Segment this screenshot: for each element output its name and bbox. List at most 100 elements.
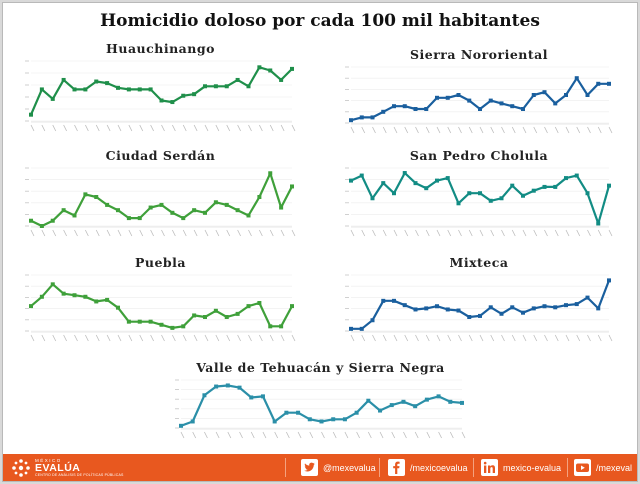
x-tick — [52, 334, 57, 342]
data-point — [521, 107, 525, 111]
x-tick — [280, 124, 285, 132]
data-point — [105, 81, 110, 86]
data-point — [213, 308, 218, 313]
data-point — [235, 208, 240, 213]
data-point — [596, 221, 601, 226]
data-point — [359, 173, 364, 178]
x-tick — [41, 124, 46, 132]
chart-huauchinango: Huauchinango — [23, 41, 298, 141]
twitter-link[interactable]: @mexevalua — [301, 459, 376, 476]
x-tick — [565, 229, 570, 237]
data-point — [235, 77, 240, 82]
data-point — [179, 423, 183, 428]
x-tick — [226, 334, 231, 342]
x-tick — [372, 126, 376, 134]
data-point — [148, 87, 153, 92]
x-tick — [436, 126, 441, 134]
x-tick — [425, 126, 430, 134]
x-tick — [95, 229, 100, 237]
page-title: Homicidio doloso por cada 100 mil habita… — [100, 11, 540, 31]
data-point — [402, 104, 407, 109]
x-tick — [350, 334, 355, 342]
x-tick — [565, 334, 570, 342]
x-tick — [461, 431, 466, 439]
data-point — [366, 398, 371, 403]
x-tick — [522, 334, 527, 342]
data-point — [29, 218, 33, 223]
data-point — [307, 417, 312, 422]
chart-title: Ciudad Serdán — [105, 148, 216, 163]
facebook-link[interactable]: /mexicoevalua — [388, 459, 468, 476]
chart-title: Puebla — [134, 255, 187, 270]
data-point — [424, 107, 429, 111]
series-line — [30, 283, 293, 330]
x-tick — [458, 334, 462, 342]
data-point — [83, 87, 88, 92]
data-point — [279, 205, 284, 210]
data-point — [249, 395, 254, 400]
data-point — [137, 216, 142, 221]
x-tick — [361, 334, 366, 342]
x-tick — [215, 334, 220, 342]
x-tick — [85, 124, 89, 132]
data-point — [542, 90, 547, 95]
data-point — [192, 92, 197, 97]
x-tick — [350, 229, 355, 237]
data-point — [50, 282, 55, 287]
linkedin-handle: mexico-evalua — [503, 462, 562, 473]
x-tick — [554, 126, 559, 134]
data-point — [116, 208, 120, 213]
x-tick — [226, 229, 231, 237]
x-tick — [215, 124, 220, 132]
data-point — [148, 319, 153, 324]
x-tick — [597, 334, 602, 342]
x-tick — [490, 126, 495, 134]
data-point — [574, 302, 579, 307]
facebook-handle: /mexicoevalua — [410, 462, 468, 473]
data-point — [354, 410, 359, 415]
x-tick — [533, 334, 538, 342]
x-tick — [447, 126, 452, 134]
data-point — [290, 66, 294, 71]
data-point — [456, 93, 461, 97]
x-tick — [192, 431, 197, 439]
x-tick — [117, 229, 122, 237]
series-line — [350, 77, 609, 122]
data-point — [213, 200, 218, 205]
x-tick — [74, 334, 78, 342]
x-tick — [404, 126, 409, 134]
x-tick — [544, 334, 548, 342]
data-point — [181, 93, 186, 98]
data-point — [564, 303, 568, 308]
x-tick — [95, 334, 100, 342]
data-point — [224, 84, 229, 89]
x-tick — [608, 126, 613, 134]
data-point — [116, 305, 120, 310]
x-tick — [415, 229, 419, 237]
data-point — [381, 298, 386, 303]
data-point — [607, 183, 611, 188]
data-point — [478, 313, 482, 318]
data-point — [378, 408, 383, 413]
data-point — [585, 191, 590, 196]
data-point — [510, 305, 515, 310]
footer-separator — [473, 458, 474, 477]
x-tick — [436, 229, 441, 237]
x-tick — [259, 229, 263, 237]
linkedin-link[interactable]: mexico-evalua — [481, 459, 561, 476]
x-tick — [291, 229, 296, 237]
x-tick — [204, 124, 209, 132]
x-tick — [554, 229, 559, 237]
youtube-link[interactable]: /mexeval — [574, 459, 632, 476]
x-tick — [248, 124, 252, 132]
x-tick — [554, 334, 559, 342]
data-point — [105, 202, 110, 207]
data-point — [268, 68, 273, 73]
x-tick — [576, 229, 581, 237]
x-tick — [269, 124, 274, 132]
data-point — [424, 306, 429, 311]
x-tick — [393, 126, 398, 134]
data-point — [319, 419, 324, 424]
x-tick — [544, 126, 548, 134]
x-tick — [215, 229, 220, 237]
